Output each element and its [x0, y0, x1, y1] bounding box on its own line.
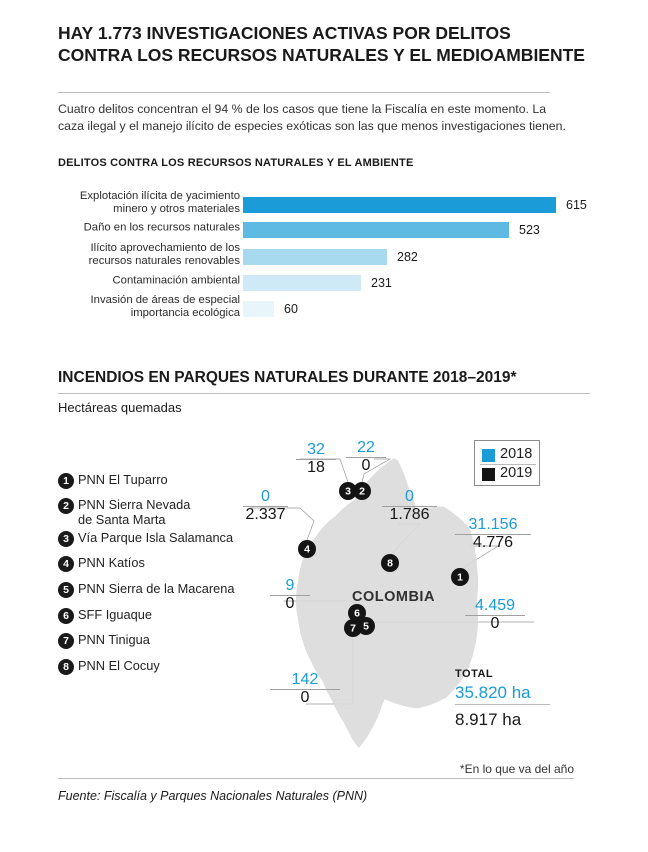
svg-text:1: 1	[457, 572, 463, 584]
svg-text:2: 2	[359, 486, 365, 498]
svg-text:4: 4	[304, 544, 310, 556]
svg-text:8: 8	[387, 558, 393, 570]
svg-text:3: 3	[345, 486, 351, 498]
svg-text:6: 6	[354, 608, 360, 620]
svg-text:5: 5	[363, 621, 369, 633]
svg-text:7: 7	[350, 623, 356, 635]
